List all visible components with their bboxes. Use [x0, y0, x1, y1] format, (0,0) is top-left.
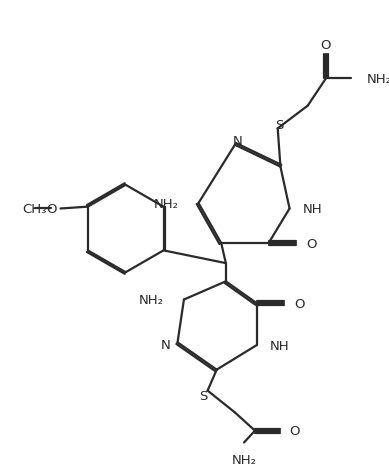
- Text: N: N: [161, 338, 170, 351]
- Text: NH: NH: [302, 203, 322, 216]
- Text: S: S: [275, 119, 284, 132]
- Text: S: S: [199, 389, 207, 402]
- Text: O: O: [294, 297, 305, 310]
- Text: CH₃: CH₃: [22, 203, 47, 216]
- Text: O: O: [321, 39, 331, 52]
- Text: NH: NH: [270, 339, 289, 352]
- Text: NH₂: NH₂: [231, 454, 256, 466]
- Text: O: O: [306, 237, 316, 250]
- Text: NH₂: NH₂: [154, 197, 179, 210]
- Text: NH₂: NH₂: [367, 73, 389, 86]
- Text: N: N: [233, 134, 242, 148]
- Text: NH₂: NH₂: [139, 293, 164, 307]
- Text: O: O: [46, 203, 57, 216]
- Text: O: O: [289, 424, 300, 437]
